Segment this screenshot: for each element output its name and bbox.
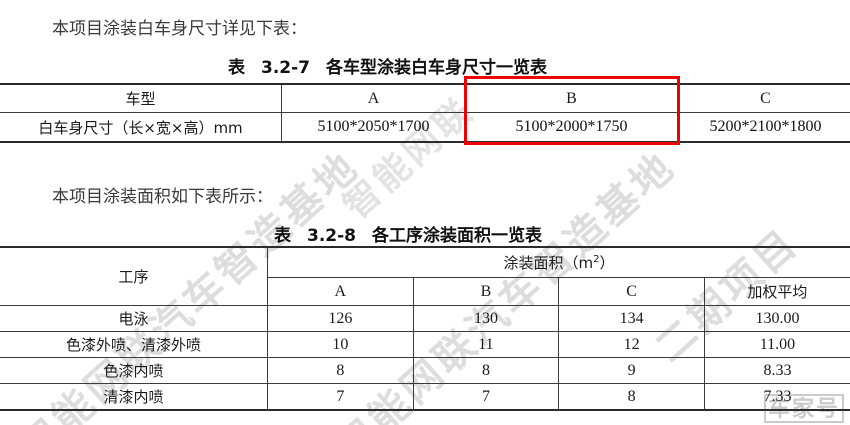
group-header-tail: ）: [599, 254, 615, 272]
cell-area-b: 130: [412, 305, 560, 332]
table-row-header: 车型 A B C: [0, 83, 850, 113]
table-vehicle-size: 车型 A B C 白车身尺寸（长×宽×高）mm 5100*2050*1700 5…: [0, 83, 850, 143]
cell-area-c: 9: [558, 357, 705, 384]
table-vehicle-size-title: 表 3.2-7 各车型涂装白车身尺寸一览表: [228, 53, 547, 78]
cell-area-weighted: 7.33: [703, 383, 850, 411]
cell-size-b: 5100*2000*1750: [465, 112, 678, 143]
table-row-group-header: 工序 涂装面积（m2）: [0, 246, 850, 306]
table-coating-area-title-prefix: 表: [274, 226, 291, 246]
cell-area-b: 8: [412, 357, 560, 384]
table-coating-area: 工序 涂装面积（m2） A B C 加权平均 电泳 126 130 134 13…: [0, 246, 850, 411]
cell-size-a: 5100*2050*1700: [281, 112, 466, 143]
header-cell-a: A: [281, 83, 466, 113]
table-vehicle-size-title-prefix: 表: [228, 58, 245, 78]
header-cell-process: 工序: [0, 246, 268, 306]
intro-paragraph-1: 本项目涂装白车身尺寸详见下表：: [52, 19, 307, 39]
cell-area-a: 8: [267, 357, 414, 384]
cell-area-weighted: 8.33: [703, 357, 850, 384]
cell-area-weighted: 130.00: [703, 305, 850, 332]
cell-area-b: 11: [412, 331, 560, 358]
table-row: 色漆内喷 8 8 9 8.33: [0, 357, 850, 384]
table-row: 电泳 126 130 134 130.00: [0, 305, 850, 332]
cell-size-c: 5200*2100*1800: [677, 112, 850, 143]
table-vehicle-size-title-number: 3.2-7: [261, 58, 310, 78]
cell-area-b: 7: [412, 383, 560, 411]
group-header-text: 涂装面积（m: [503, 254, 594, 272]
intro-paragraph-2: 本项目涂装面积如下表所示：: [52, 187, 273, 207]
table-row: 清漆内喷 7 7 8 7.33: [0, 383, 850, 411]
header-cell-vehicle-type: 车型: [0, 83, 282, 113]
sub-header-cell-b: B: [412, 277, 560, 306]
group-header-superscript: 2: [593, 254, 600, 265]
table-row-sub-header: A B C 加权平均: [0, 277, 850, 306]
sub-header-cell-c: C: [558, 277, 705, 306]
cell-area-c: 134: [558, 305, 705, 332]
cell-area-a: 126: [267, 305, 414, 332]
cell-process-name: 色漆内喷: [0, 357, 268, 384]
table-row: 色漆外喷、清漆外喷 10 11 12 11.00: [0, 331, 850, 358]
header-cell-coating-area-group: 涂装面积（m2）: [267, 246, 850, 278]
cell-process-name: 清漆内喷: [0, 383, 268, 411]
header-cell-b: B: [465, 83, 678, 113]
header-cell-c: C: [677, 83, 850, 113]
row-label-body-size: 白车身尺寸（长×宽×高）mm: [0, 112, 282, 143]
cell-area-a: 10: [267, 331, 414, 358]
cell-area-a: 7: [267, 383, 414, 411]
cell-area-c: 12: [558, 331, 705, 358]
table-row: 白车身尺寸（长×宽×高）mm 5100*2050*1700 5100*2000*…: [0, 112, 850, 143]
cell-process-name: 色漆外喷、清漆外喷: [0, 331, 268, 358]
cell-area-weighted: 11.00: [703, 331, 850, 358]
cell-process-name: 电泳: [0, 305, 268, 332]
cell-area-c: 8: [558, 383, 705, 411]
table-coating-area-title-number: 3.2-8: [307, 226, 356, 246]
table-coating-area-title-text: 各工序涂装面积一览表: [372, 226, 542, 246]
sub-header-cell-weighted-average: 加权平均: [703, 277, 850, 306]
table-vehicle-size-title-text: 各车型涂装白车身尺寸一览表: [326, 58, 547, 78]
sub-header-cell-a: A: [267, 277, 414, 306]
table-coating-area-title: 表 3.2-8 各工序涂装面积一览表: [274, 221, 542, 246]
